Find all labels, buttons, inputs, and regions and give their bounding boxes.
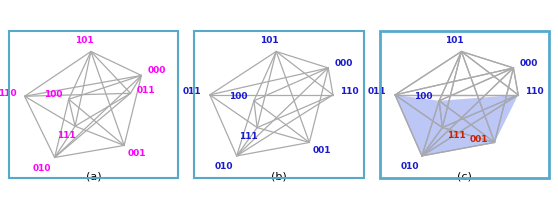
Text: 101: 101 (445, 36, 464, 45)
Text: 001: 001 (312, 146, 331, 155)
Text: 110: 110 (339, 87, 358, 96)
Text: 101: 101 (75, 36, 93, 45)
Text: (c): (c) (457, 171, 472, 181)
Text: 110: 110 (0, 89, 16, 98)
Text: 100: 100 (44, 90, 62, 99)
Text: 011: 011 (137, 86, 156, 95)
Text: 001: 001 (469, 135, 488, 144)
Text: 010: 010 (400, 162, 419, 171)
Text: 101: 101 (260, 36, 278, 45)
Text: 111: 111 (57, 131, 76, 140)
Text: 010: 010 (215, 162, 234, 171)
Text: 110: 110 (525, 87, 543, 96)
Text: (b): (b) (271, 171, 287, 181)
Text: 000: 000 (148, 66, 166, 75)
Text: 011: 011 (183, 87, 201, 96)
Text: 100: 100 (414, 92, 432, 101)
Text: 100: 100 (229, 92, 247, 101)
Text: 111: 111 (239, 132, 258, 142)
Text: 000: 000 (335, 59, 353, 68)
Polygon shape (395, 95, 518, 156)
Text: 111: 111 (447, 131, 466, 140)
Text: 000: 000 (520, 59, 538, 68)
Text: (a): (a) (86, 171, 102, 181)
Text: 001: 001 (127, 149, 146, 158)
Text: 011: 011 (368, 87, 387, 96)
Text: 010: 010 (33, 164, 51, 173)
